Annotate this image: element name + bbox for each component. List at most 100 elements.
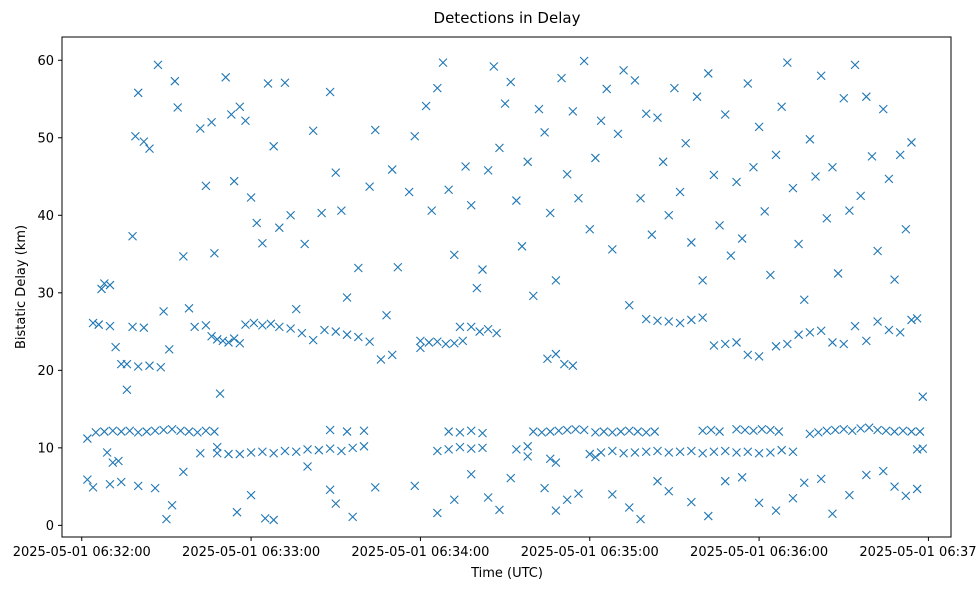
data-point bbox=[698, 313, 708, 323]
data-point bbox=[912, 484, 922, 494]
data-point bbox=[207, 117, 216, 127]
data-point bbox=[167, 424, 177, 434]
data-point bbox=[901, 491, 911, 501]
data-point bbox=[799, 295, 809, 305]
y-tick-label: 40 bbox=[37, 209, 54, 224]
data-point bbox=[308, 335, 318, 345]
data-point bbox=[675, 318, 685, 328]
data-point bbox=[568, 107, 578, 116]
data-point bbox=[777, 445, 787, 455]
data-point bbox=[624, 426, 634, 436]
data-point bbox=[523, 157, 533, 167]
data-point bbox=[122, 385, 132, 395]
data-point bbox=[850, 60, 860, 70]
data-point bbox=[675, 447, 685, 457]
data-point bbox=[387, 350, 397, 360]
data-point bbox=[839, 339, 849, 349]
data-point bbox=[732, 424, 741, 434]
data-point bbox=[455, 442, 465, 452]
data-point bbox=[263, 79, 273, 88]
data-point bbox=[619, 448, 629, 458]
data-point bbox=[105, 479, 115, 489]
data-point bbox=[847, 426, 857, 436]
data-point bbox=[212, 334, 222, 344]
data-point bbox=[475, 327, 485, 336]
data-point bbox=[633, 427, 643, 436]
data-point bbox=[861, 336, 871, 346]
data-point bbox=[709, 170, 719, 180]
data-point bbox=[788, 183, 798, 193]
data-point bbox=[359, 426, 369, 436]
data-point bbox=[511, 445, 521, 454]
data-point bbox=[178, 467, 188, 477]
data-point bbox=[658, 157, 668, 167]
data-point bbox=[150, 483, 160, 493]
data-point bbox=[483, 165, 493, 175]
data-point bbox=[128, 231, 137, 241]
data-point bbox=[466, 444, 476, 454]
data-point bbox=[726, 251, 736, 260]
data-point bbox=[551, 506, 561, 516]
data-point bbox=[534, 104, 544, 114]
data-point bbox=[845, 490, 854, 500]
data-point bbox=[370, 125, 380, 135]
data-point bbox=[291, 447, 301, 457]
data-point bbox=[506, 77, 516, 87]
data-point bbox=[630, 76, 640, 85]
data-point bbox=[495, 505, 504, 515]
data-point bbox=[105, 280, 115, 290]
data-point bbox=[133, 481, 143, 491]
data-point bbox=[337, 206, 346, 216]
data-point bbox=[325, 444, 335, 454]
data-point bbox=[602, 84, 612, 94]
data-point bbox=[559, 359, 569, 369]
data-point bbox=[257, 238, 267, 248]
data-point bbox=[88, 482, 98, 492]
data-point bbox=[517, 241, 527, 251]
data-point bbox=[229, 176, 239, 186]
data-point bbox=[641, 109, 651, 119]
data-point bbox=[653, 316, 662, 326]
data-point bbox=[159, 307, 168, 316]
data-point bbox=[300, 239, 310, 249]
data-point bbox=[523, 451, 533, 461]
data-point bbox=[599, 427, 609, 436]
data-point bbox=[830, 425, 840, 435]
data-point bbox=[215, 389, 225, 398]
data-point bbox=[743, 79, 753, 88]
data-point bbox=[404, 187, 414, 197]
data-point bbox=[596, 116, 606, 126]
data-point bbox=[444, 185, 454, 195]
data-point bbox=[873, 317, 883, 326]
data-point bbox=[325, 425, 335, 435]
data-point bbox=[878, 104, 888, 114]
data-point bbox=[286, 210, 295, 220]
data-point bbox=[201, 181, 211, 191]
data-point bbox=[159, 425, 168, 435]
data-point bbox=[833, 269, 843, 278]
data-point bbox=[686, 315, 696, 325]
data-point bbox=[83, 434, 92, 443]
data-point bbox=[647, 230, 657, 240]
data-point bbox=[317, 208, 327, 218]
data-point bbox=[816, 474, 826, 484]
data-point bbox=[890, 482, 899, 492]
data-point bbox=[167, 500, 177, 510]
chart-title: Detections in Delay bbox=[434, 9, 581, 27]
data-point bbox=[591, 153, 600, 163]
data-point bbox=[257, 320, 267, 330]
data-point bbox=[799, 478, 809, 488]
data-point bbox=[545, 208, 555, 218]
data-point bbox=[754, 122, 764, 132]
data-point bbox=[805, 327, 815, 337]
data-point bbox=[176, 426, 185, 436]
data-point bbox=[545, 427, 555, 436]
data-point bbox=[754, 448, 764, 458]
data-point bbox=[303, 445, 312, 454]
data-point bbox=[232, 507, 242, 517]
data-point bbox=[108, 426, 118, 436]
data-point bbox=[523, 441, 533, 451]
data-point bbox=[720, 110, 730, 119]
y-tick-label: 30 bbox=[37, 286, 54, 301]
data-point bbox=[416, 336, 425, 346]
